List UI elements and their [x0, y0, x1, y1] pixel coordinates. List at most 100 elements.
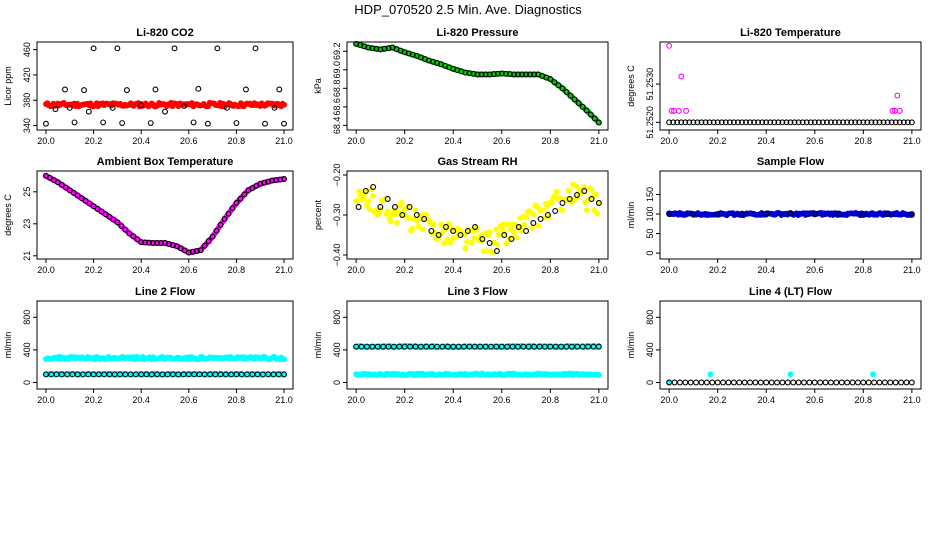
- y-tick-label: −0.20: [332, 164, 342, 187]
- data-point: [498, 70, 505, 77]
- y-tick-label: 0: [645, 251, 655, 256]
- x-tick-label: 20.0: [660, 136, 678, 146]
- data-point: [536, 343, 543, 350]
- data-point: [353, 343, 360, 350]
- data-point: [447, 239, 454, 246]
- data-point: [531, 71, 538, 78]
- y-tick-label: 800: [645, 310, 655, 325]
- data-point: [583, 207, 590, 213]
- data-point: [85, 108, 92, 115]
- data-point: [257, 180, 264, 187]
- x-tick-label: 21.0: [590, 395, 608, 405]
- y-tick-label: 51.2520: [645, 106, 655, 139]
- data-point: [757, 379, 764, 386]
- y-tick-label: 380: [22, 93, 32, 108]
- data-point: [486, 71, 493, 78]
- data-point: [838, 379, 845, 386]
- plot-frame: [36, 41, 294, 131]
- data-point: [694, 119, 701, 126]
- x-tick-label: 20.0: [660, 395, 678, 405]
- data-point: [407, 343, 414, 350]
- x-tick-label: 20.6: [493, 265, 511, 275]
- data-point: [523, 71, 529, 78]
- y-tick-label: 460: [22, 42, 32, 57]
- data-point: [109, 104, 116, 111]
- data-point: [763, 379, 770, 386]
- series-2-5-min-averages: [43, 45, 287, 127]
- plot-frame: [346, 170, 609, 260]
- data-point: [409, 225, 416, 232]
- data-point: [62, 184, 69, 191]
- x-tick-label: 20.6: [806, 265, 824, 275]
- data-point: [533, 203, 540, 210]
- data-point: [477, 343, 484, 350]
- data-point: [588, 186, 595, 193]
- data-point: [388, 218, 394, 225]
- x-tick-label: 20.0: [347, 395, 365, 405]
- y-tick-label: −0.40: [332, 244, 342, 267]
- plot-frame: [346, 300, 609, 390]
- data-point: [110, 216, 117, 223]
- data-point: [563, 343, 570, 350]
- data-point: [147, 120, 154, 126]
- data-point: [470, 70, 477, 77]
- data-point: [233, 120, 240, 126]
- chart-title: Line 4 (LT) Flow: [749, 286, 832, 298]
- data-point: [185, 249, 192, 256]
- data-point: [844, 379, 851, 386]
- x-tick-label: 20.4: [132, 395, 150, 405]
- data-point: [541, 343, 548, 350]
- data-point: [482, 71, 489, 78]
- data-point: [771, 119, 778, 126]
- chart-panel-9: Line 4 (LT) Flow ml/min 0 400 800 20.0 20.2 20.…: [626, 286, 922, 405]
- data-point: [478, 71, 485, 78]
- data-point: [709, 379, 716, 386]
- data-point: [876, 379, 883, 386]
- data-point: [844, 119, 851, 126]
- data-point: [412, 343, 419, 350]
- y-axis-label: ml/min: [3, 332, 13, 359]
- x-tick-label: 20.0: [37, 395, 55, 405]
- x-tick-label: 20.2: [85, 395, 103, 405]
- data-point: [892, 119, 899, 126]
- data-point: [539, 207, 546, 213]
- x-tick-label: 20.8: [228, 395, 246, 405]
- data-point: [900, 119, 907, 126]
- data-point: [725, 379, 732, 386]
- data-point: [461, 343, 467, 350]
- data-point: [237, 195, 244, 202]
- data-point: [687, 379, 694, 386]
- data-point: [666, 211, 673, 217]
- data-point: [714, 211, 721, 217]
- data-point: [221, 216, 228, 222]
- data-point: [363, 343, 370, 350]
- x-tick-label: 20.6: [493, 395, 511, 405]
- data-point: [102, 211, 109, 218]
- data-point: [86, 200, 93, 207]
- data-point: [100, 119, 107, 126]
- data-point: [142, 239, 149, 246]
- data-point: [252, 45, 259, 52]
- data-point: [898, 379, 905, 386]
- data-point: [828, 119, 834, 126]
- x-tick-label: 20.8: [855, 136, 873, 146]
- data-point: [583, 107, 590, 114]
- y-axis-label: ml/min: [313, 332, 323, 359]
- data-point: [671, 379, 678, 386]
- data-point: [817, 379, 824, 386]
- data-point: [666, 379, 673, 386]
- x-tick-label: 20.6: [806, 136, 824, 146]
- x-tick-label: 20.2: [709, 395, 727, 405]
- data-point: [686, 119, 693, 126]
- chart-title: Li-820 Temperature: [740, 27, 841, 39]
- data-point: [710, 119, 717, 126]
- data-point: [828, 379, 834, 386]
- y-tick-label: 420: [22, 67, 32, 82]
- series-2-5-min-averages: [353, 40, 602, 126]
- plot-frame: [659, 41, 922, 131]
- data-point: [551, 79, 558, 86]
- data-point: [559, 85, 566, 92]
- data-point: [908, 379, 915, 386]
- data-point: [434, 343, 440, 350]
- data-point: [479, 236, 486, 242]
